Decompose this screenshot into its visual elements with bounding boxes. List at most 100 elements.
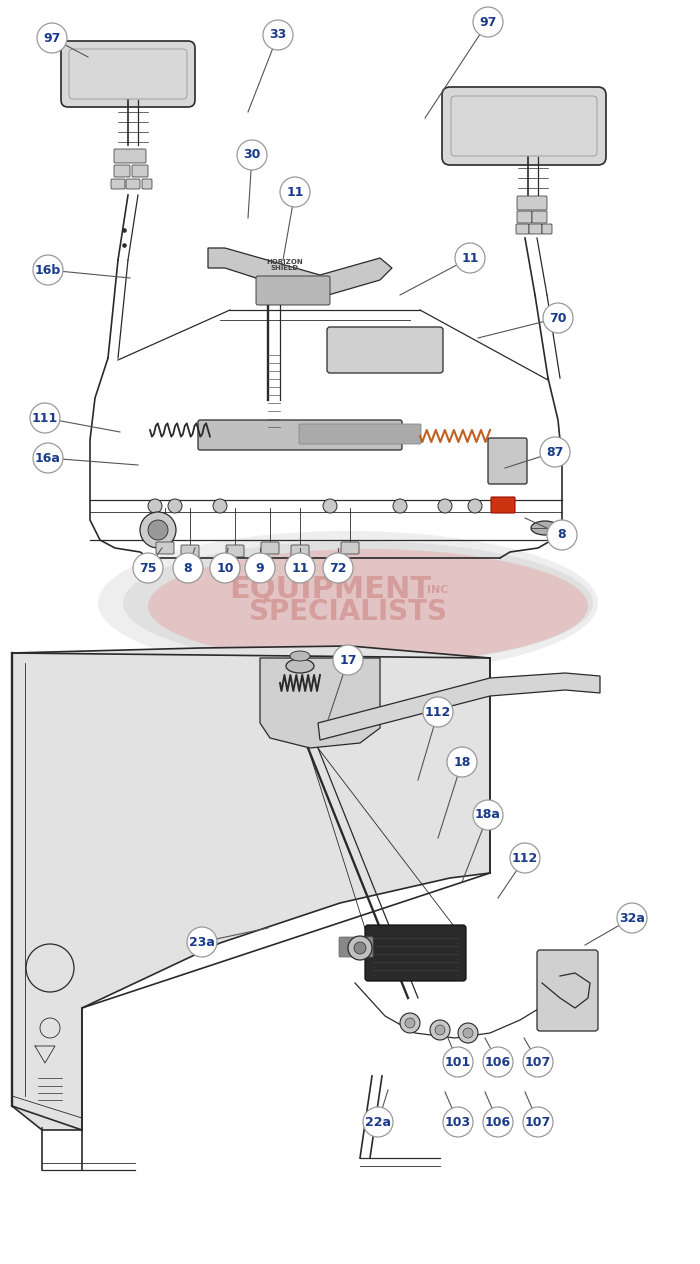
FancyBboxPatch shape <box>256 276 330 305</box>
FancyBboxPatch shape <box>339 937 373 957</box>
Circle shape <box>348 937 372 959</box>
FancyBboxPatch shape <box>156 542 174 554</box>
FancyBboxPatch shape <box>517 196 547 210</box>
Circle shape <box>547 520 577 550</box>
Text: 101: 101 <box>445 1055 471 1068</box>
Circle shape <box>443 1107 473 1138</box>
FancyBboxPatch shape <box>114 166 130 177</box>
Circle shape <box>363 1107 393 1138</box>
Text: 8: 8 <box>558 528 566 541</box>
Circle shape <box>483 1107 513 1138</box>
FancyBboxPatch shape <box>537 951 598 1031</box>
FancyBboxPatch shape <box>111 179 125 190</box>
Text: 9: 9 <box>256 561 265 575</box>
Text: 17: 17 <box>340 653 357 666</box>
Circle shape <box>423 696 453 727</box>
Circle shape <box>323 554 353 583</box>
Circle shape <box>443 1047 473 1077</box>
Text: 18a: 18a <box>475 809 501 822</box>
FancyBboxPatch shape <box>488 439 527 484</box>
FancyBboxPatch shape <box>542 224 552 234</box>
Text: SPECIALISTS: SPECIALISTS <box>249 598 447 626</box>
FancyBboxPatch shape <box>132 166 148 177</box>
Text: 16b: 16b <box>35 263 61 277</box>
Text: 106: 106 <box>485 1116 511 1129</box>
Polygon shape <box>260 659 380 748</box>
Circle shape <box>173 554 203 583</box>
Text: 22a: 22a <box>365 1116 391 1129</box>
FancyBboxPatch shape <box>126 179 140 190</box>
Circle shape <box>140 512 176 549</box>
Circle shape <box>213 499 227 513</box>
Polygon shape <box>12 646 490 1130</box>
Circle shape <box>168 499 182 513</box>
FancyBboxPatch shape <box>261 542 279 554</box>
Circle shape <box>148 520 168 540</box>
Text: 106: 106 <box>485 1055 511 1068</box>
Circle shape <box>468 499 482 513</box>
Circle shape <box>400 1012 420 1033</box>
FancyBboxPatch shape <box>341 542 359 554</box>
Circle shape <box>323 499 337 513</box>
Text: 103: 103 <box>445 1116 471 1129</box>
Circle shape <box>133 554 163 583</box>
Text: 10: 10 <box>216 561 234 575</box>
FancyBboxPatch shape <box>532 211 547 222</box>
Ellipse shape <box>531 521 559 535</box>
FancyBboxPatch shape <box>299 423 421 444</box>
Circle shape <box>333 645 363 675</box>
Circle shape <box>148 499 162 513</box>
FancyBboxPatch shape <box>517 211 532 222</box>
Circle shape <box>187 927 217 957</box>
Text: 11: 11 <box>291 561 309 575</box>
Text: 18: 18 <box>454 756 470 769</box>
Circle shape <box>483 1047 513 1077</box>
Text: 111: 111 <box>32 412 58 425</box>
Circle shape <box>617 902 647 933</box>
FancyBboxPatch shape <box>365 925 466 981</box>
Circle shape <box>473 800 503 830</box>
Text: EQUIPMENT: EQUIPMENT <box>229 575 431 604</box>
FancyBboxPatch shape <box>491 497 515 513</box>
Circle shape <box>245 554 275 583</box>
Polygon shape <box>208 248 392 298</box>
Circle shape <box>438 499 452 513</box>
Circle shape <box>285 554 315 583</box>
FancyBboxPatch shape <box>61 40 195 107</box>
Text: 72: 72 <box>329 561 346 575</box>
Circle shape <box>458 1023 478 1043</box>
Circle shape <box>473 8 503 37</box>
Polygon shape <box>318 672 600 739</box>
Text: 87: 87 <box>546 445 564 459</box>
FancyBboxPatch shape <box>291 545 309 557</box>
Text: 70: 70 <box>550 311 567 325</box>
Text: HORIZON
SHIELD: HORIZON SHIELD <box>267 259 303 272</box>
Circle shape <box>523 1047 553 1077</box>
Circle shape <box>540 437 570 466</box>
FancyBboxPatch shape <box>327 327 443 373</box>
Circle shape <box>354 942 366 954</box>
Circle shape <box>237 140 267 169</box>
Circle shape <box>510 843 540 873</box>
Text: 23a: 23a <box>189 935 215 948</box>
FancyBboxPatch shape <box>442 87 606 166</box>
Circle shape <box>430 1020 450 1040</box>
Text: 11: 11 <box>461 252 479 264</box>
Ellipse shape <box>286 659 314 672</box>
Circle shape <box>37 23 67 53</box>
Text: 112: 112 <box>425 705 451 718</box>
FancyBboxPatch shape <box>114 149 146 163</box>
Circle shape <box>463 1028 473 1038</box>
Text: 97: 97 <box>43 32 61 44</box>
Circle shape <box>33 442 63 473</box>
FancyBboxPatch shape <box>198 420 402 450</box>
Ellipse shape <box>123 541 593 665</box>
Text: 11: 11 <box>286 186 304 198</box>
Ellipse shape <box>148 549 588 664</box>
Circle shape <box>210 554 240 583</box>
Circle shape <box>33 255 63 284</box>
Circle shape <box>405 1018 415 1028</box>
FancyBboxPatch shape <box>181 545 199 557</box>
Circle shape <box>280 177 310 207</box>
Text: 107: 107 <box>525 1055 551 1068</box>
